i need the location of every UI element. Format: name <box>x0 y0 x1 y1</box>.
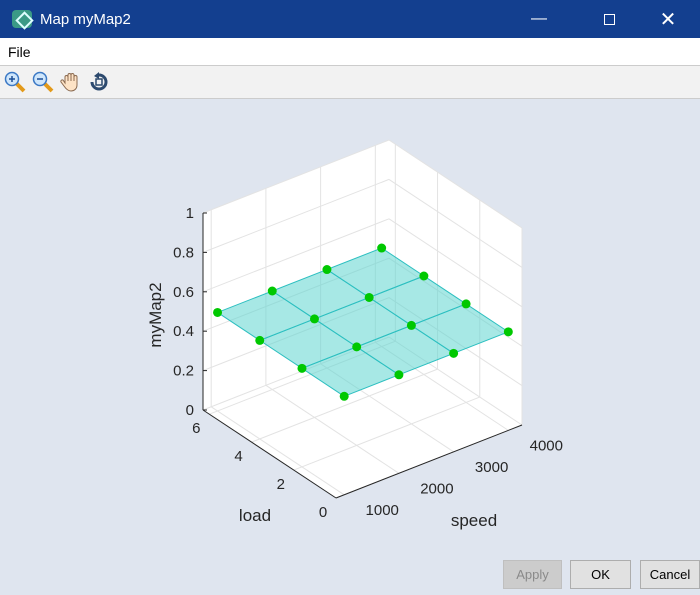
title-bar: Map myMap2 — ✕ <box>0 0 700 38</box>
speed-tick-label: 4000 <box>530 437 563 454</box>
zoom-in-button[interactable] <box>4 71 26 93</box>
data-point <box>503 327 513 337</box>
close-icon: ✕ <box>659 8 677 31</box>
data-point <box>322 265 332 275</box>
grid-line <box>251 368 438 443</box>
speed-tick-label: 3000 <box>475 459 508 476</box>
pan-hand-icon <box>60 73 78 92</box>
grid-line <box>210 406 345 496</box>
maximize-icon <box>603 13 615 25</box>
data-point <box>364 292 374 302</box>
data-point <box>255 335 265 345</box>
data-point <box>419 271 429 281</box>
load-tick-label: 0 <box>319 504 327 521</box>
data-point <box>461 299 471 309</box>
speed-tick-label: 1000 <box>366 502 399 519</box>
grid-line <box>388 178 523 268</box>
load-axis-line <box>202 409 337 499</box>
maximize-button[interactable] <box>586 0 632 38</box>
z-tick-label: 0.4 <box>173 323 194 340</box>
window-title: Map myMap2 <box>40 10 131 28</box>
load-axis-label: load <box>239 506 271 525</box>
data-point <box>309 314 319 324</box>
z-axis-label: myMap2 <box>146 282 165 347</box>
z-tick-label: 0.6 <box>173 284 194 301</box>
zoom-out-icon <box>32 71 54 93</box>
rotate-3d-icon <box>90 72 108 91</box>
grid-line <box>293 396 480 471</box>
menu-bar: File <box>0 38 700 66</box>
minimize-icon: — <box>531 10 547 27</box>
zoom-out-button[interactable] <box>32 71 54 93</box>
cancel-button[interactable]: Cancel <box>640 560 700 589</box>
close-button[interactable]: ✕ <box>645 0 691 38</box>
load-tick-label: 4 <box>234 448 242 465</box>
menu-file[interactable]: File <box>8 44 31 60</box>
z-tick-label: 0.2 <box>173 363 194 380</box>
toolbar <box>0 66 700 99</box>
data-point <box>406 320 416 330</box>
speed-axis-label: speed <box>451 511 497 530</box>
z-tick-label: 1 <box>186 205 194 222</box>
zoom-in-icon <box>4 71 26 93</box>
grid-line <box>202 178 390 253</box>
data-point <box>377 243 387 253</box>
floor-pane <box>203 337 522 498</box>
data-point <box>213 307 223 317</box>
z-tick-label: 0 <box>186 402 194 419</box>
speed-axis-line <box>335 424 523 499</box>
data-point <box>267 286 277 296</box>
data-point <box>352 342 362 352</box>
pan-button[interactable] <box>60 71 82 93</box>
data-point <box>297 363 307 373</box>
speed-tick-label: 2000 <box>420 480 453 497</box>
grid-line <box>265 384 400 474</box>
grid-line <box>388 218 523 308</box>
ok-button[interactable]: OK <box>570 560 631 589</box>
data-point <box>339 391 349 401</box>
data-point <box>394 370 404 380</box>
apply-button[interactable]: Apply <box>503 560 562 589</box>
grid-line <box>202 139 390 214</box>
data-point <box>449 348 459 358</box>
z-tick-label: 0.8 <box>173 244 194 261</box>
load-tick-label: 6 <box>192 420 200 437</box>
app-icon <box>12 10 32 28</box>
rotate-button[interactable] <box>88 71 110 93</box>
load-tick-label: 2 <box>277 476 285 493</box>
grid-line <box>202 218 390 293</box>
minimize-button[interactable]: — <box>516 0 562 38</box>
grid-line <box>388 139 523 229</box>
surface-plot[interactable]: 0 0.2 0.4 0.6 0.8 1 0 2 4 6 1000 2000 3000 4000 myMap2… <box>0 100 700 555</box>
